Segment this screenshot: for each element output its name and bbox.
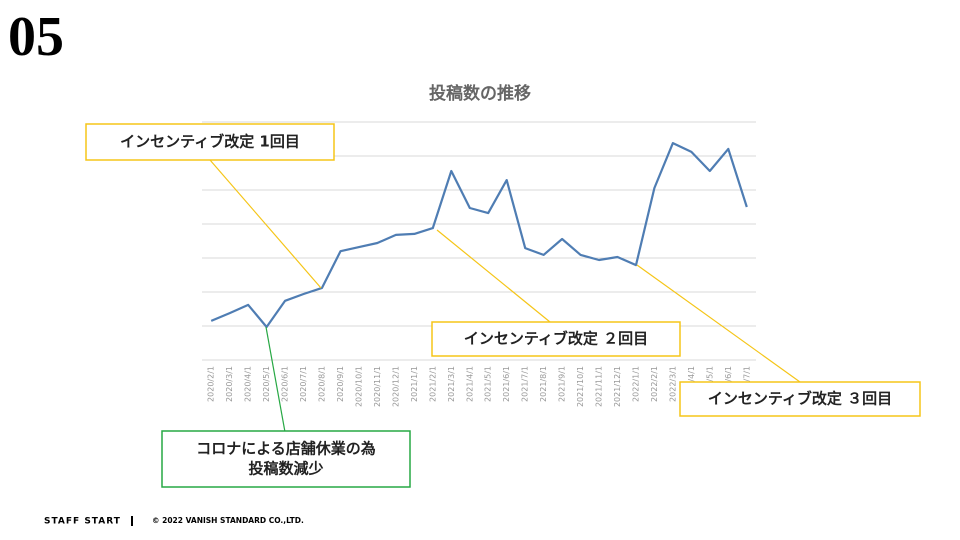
footer-brand: STAFF START	[44, 517, 121, 527]
leader-line	[209, 159, 322, 289]
callout-box	[431, 321, 681, 357]
x-tick-label: 2021/10/1	[576, 366, 585, 407]
x-tick-label: 2020/9/1	[336, 366, 345, 402]
x-tick-label: 2021/8/1	[539, 366, 548, 402]
x-tick-label: 2022/3/1	[668, 366, 677, 402]
x-tick-label: 2021/4/1	[465, 366, 474, 402]
leader-line	[265, 326, 286, 433]
x-tick-label: 2022/2/1	[650, 366, 659, 402]
callout-text: インセンティブ改定 1回目	[120, 133, 300, 151]
x-tick-label: 2020/8/1	[318, 366, 327, 402]
callout-box	[161, 430, 411, 488]
line-series	[210, 142, 748, 329]
x-tick-label: 2022/1/1	[631, 366, 640, 402]
x-tick-label: 2020/4/1	[244, 366, 253, 402]
callout-text: 投稿数減少	[248, 460, 323, 478]
x-tick-label: 2020/6/1	[281, 366, 290, 402]
chart-title: 投稿数の推移	[429, 83, 531, 104]
x-tick-label: 2020/11/1	[373, 366, 382, 407]
x-tick-label: 2020/2/1	[207, 366, 216, 402]
x-tick-label: 2020/7/1	[299, 366, 308, 402]
x-tick-label: 2021/5/1	[484, 366, 493, 402]
callout-box	[679, 381, 921, 417]
x-tick-label: 2021/6/1	[502, 366, 511, 402]
leader-lines	[209, 159, 801, 433]
x-tick-label: 2020/10/1	[354, 366, 363, 407]
x-tick-label: 2020/3/1	[225, 366, 234, 402]
callout-text: インセンティブ改定 ２回目	[464, 330, 648, 348]
leader-line	[636, 264, 801, 383]
x-tick-label: 2021/11/1	[595, 366, 604, 407]
callout-text: インセンティブ改定 ３回目	[708, 390, 892, 408]
x-tick-label: 2021/9/1	[558, 366, 567, 402]
x-tick-label: 2021/1/1	[410, 366, 419, 402]
callout-text: コロナによる店舗休業の為	[196, 440, 376, 458]
leader-line	[436, 229, 551, 323]
footer-separator	[131, 516, 133, 526]
footer-copyright: © 2022 VANISH STANDARD CO.,LTD.	[152, 516, 304, 525]
x-tick-label: 2021/12/1	[613, 366, 622, 407]
page-number: 05	[8, 6, 64, 68]
x-tick-label: 2021/2/1	[428, 366, 437, 402]
x-tick-label: 2021/7/1	[521, 366, 530, 402]
x-tick-label: 2020/5/1	[262, 366, 271, 402]
x-tick-label: 2020/12/1	[391, 366, 400, 407]
callout-box	[85, 123, 335, 161]
x-tick-label: 2021/3/1	[447, 366, 456, 402]
